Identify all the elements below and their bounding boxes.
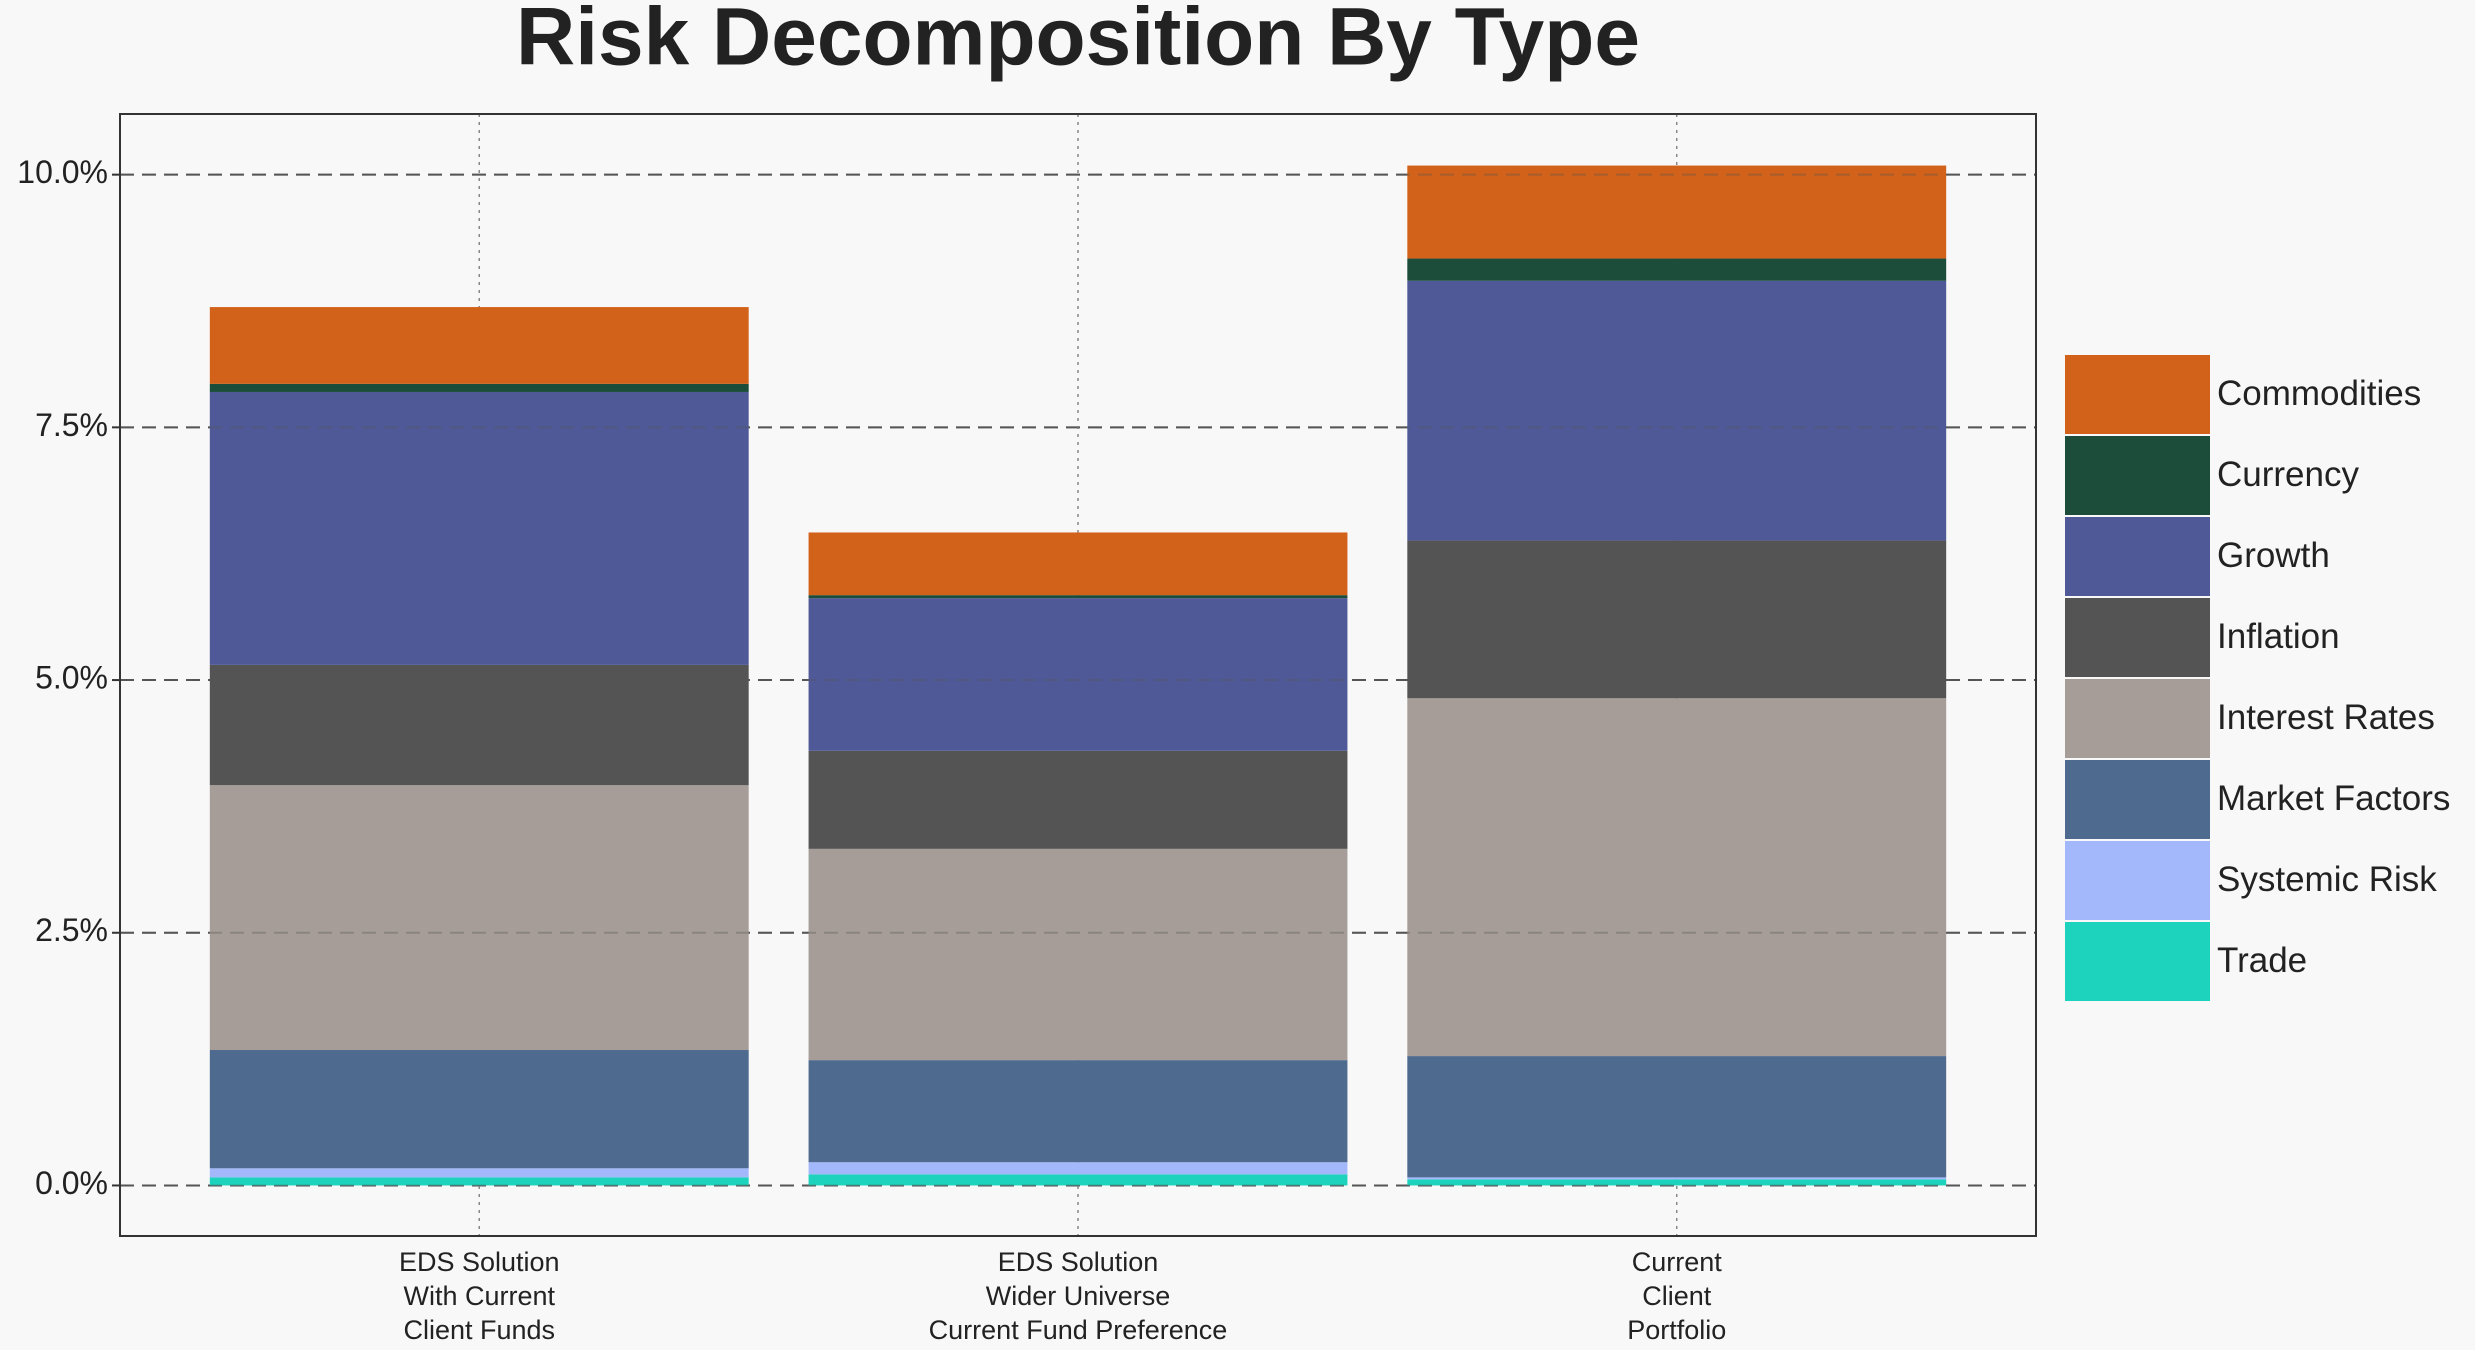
plot-border (119, 113, 2037, 1237)
x-tick-label: Client (1642, 1281, 1712, 1311)
legend-label: Growth (2217, 536, 2330, 575)
y-tick-label: 10.0% (17, 154, 108, 190)
bar-segment (808, 598, 1348, 751)
bar-segment (1407, 540, 1947, 699)
bar-segment (209, 664, 749, 786)
x-tick-label: With Current (403, 1281, 555, 1311)
bar-segment (808, 1162, 1348, 1175)
bar-segment (209, 391, 749, 665)
bar-segment (808, 848, 1348, 1061)
legend-swatch (2065, 841, 2210, 920)
legend-label: Market Factors (2217, 779, 2450, 818)
bar-segment (209, 1050, 749, 1169)
bar-segment (1407, 280, 1947, 541)
bar-segment (209, 1168, 749, 1178)
bar-segment (209, 383, 749, 392)
bar-segment (1407, 1179, 1947, 1186)
legend-label: Systemic Risk (2217, 860, 2437, 899)
legend-label: Trade (2217, 941, 2307, 980)
x-tick-label: Current Fund Preference (929, 1315, 1228, 1345)
legend-swatch (2065, 922, 2210, 1001)
y-tick-label: 5.0% (35, 660, 108, 696)
bar-segment (808, 750, 1348, 849)
bar-segment (1407, 165, 1947, 259)
y-tick-label: 0.0% (35, 1165, 108, 1201)
legend-label: Commodities (2217, 374, 2421, 413)
x-tick-label: Portfolio (1627, 1315, 1726, 1345)
legend-swatch (2065, 760, 2210, 839)
bar-segment (808, 1174, 1348, 1186)
legend-label: Interest Rates (2217, 698, 2435, 737)
legend-label: Inflation (2217, 617, 2340, 656)
bar-segment (209, 1177, 749, 1186)
bar-segment (1407, 258, 1947, 281)
legend-label: Currency (2217, 455, 2359, 494)
legend-swatch (2065, 598, 2210, 677)
x-tick-label: Wider Universe (986, 1281, 1171, 1311)
legend-swatch (2065, 517, 2210, 596)
bar-segment (1407, 1056, 1947, 1178)
x-tick-label: Current (1632, 1247, 1723, 1277)
bar-segment (808, 1060, 1348, 1163)
y-tick-label: 7.5% (35, 407, 108, 443)
bar-segment (209, 307, 749, 384)
bar-segment (1407, 698, 1947, 1057)
bar-segment (1407, 1177, 1947, 1180)
legend-swatch (2065, 679, 2210, 758)
bar-segment (808, 595, 1348, 599)
legend-swatch (2065, 355, 2210, 434)
x-tick-label: EDS Solution (399, 1247, 560, 1277)
legend-swatch (2065, 436, 2210, 515)
bar-segment (808, 532, 1348, 596)
x-tick-label: Client Funds (403, 1315, 555, 1345)
x-tick-label: EDS Solution (998, 1247, 1159, 1277)
bar-segment (209, 785, 749, 1051)
chart-title: Risk Decomposition By Type (516, 0, 1640, 83)
y-tick-label: 2.5% (35, 912, 108, 948)
